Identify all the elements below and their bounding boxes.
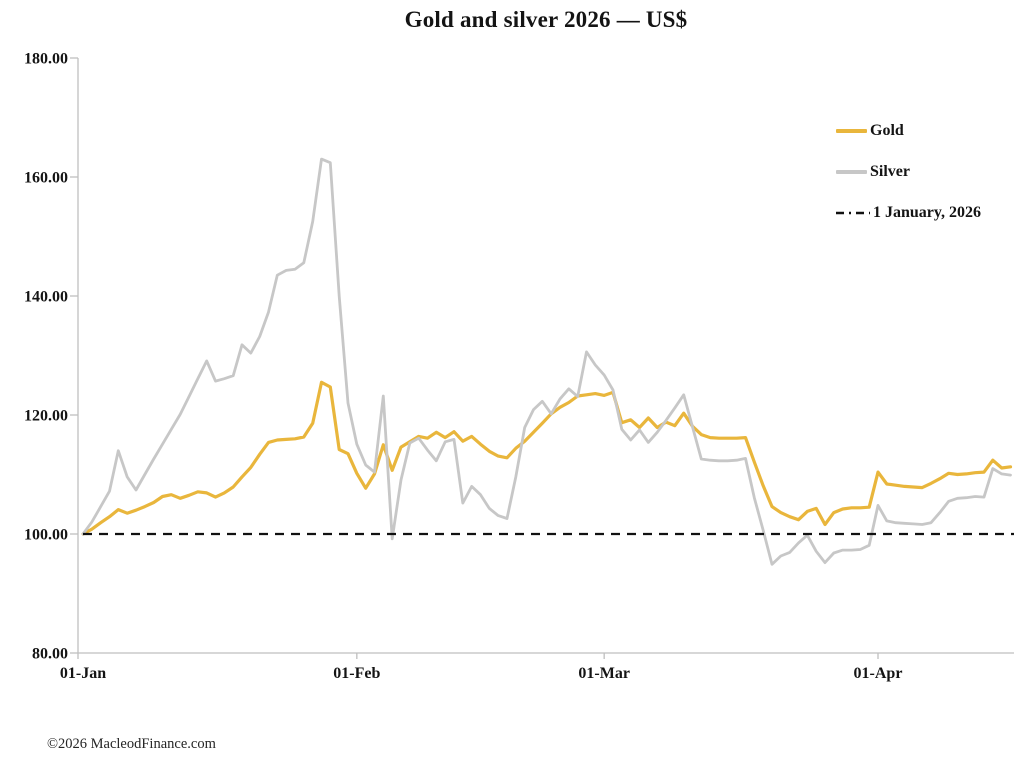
legend-item-baseline: 1 January, 2026 [836, 198, 981, 228]
y-axis: 180.00 160.00 140.00 120.00 100.00 80.00 [24, 51, 78, 663]
y-tick-label: 100.00 [24, 527, 68, 544]
legend-item-silver: Silver [836, 157, 981, 187]
x-axis: 01-Jan 01-Feb 01-Mar 01-Apr [60, 653, 903, 682]
silver-line [81, 157, 1012, 566]
x-tick-label: 01-Feb [333, 665, 380, 682]
x-tick-label: 01-Apr [854, 665, 903, 682]
y-tick-label: 120.00 [24, 408, 68, 425]
legend-item-gold: Gold [836, 116, 981, 146]
y-tick-label: 160.00 [24, 170, 68, 187]
y-tick-label: 180.00 [24, 51, 68, 68]
gold-line [81, 380, 1013, 536]
x-tick-label: 01-Mar [578, 665, 630, 682]
legend-label-silver: Silver [870, 163, 910, 180]
legend-label-baseline: 1 January, 2026 [873, 204, 982, 221]
chart-title: Gold and silver 2026 — US$ [404, 7, 688, 32]
y-tick-label: 140.00 [24, 289, 68, 306]
x-tick-label: 01-Jan [60, 665, 106, 682]
dashed-line-swatch [836, 211, 870, 215]
y-tick-label: 80.00 [32, 646, 68, 663]
copyright-text: ©2026 MacleodFinance.com [47, 736, 216, 752]
silver-line-swatch [836, 170, 867, 174]
legend-label-gold: Gold [870, 122, 904, 139]
gold-line-swatch [836, 129, 867, 133]
legend: Gold Silver 1 January, 2026 [836, 116, 981, 228]
